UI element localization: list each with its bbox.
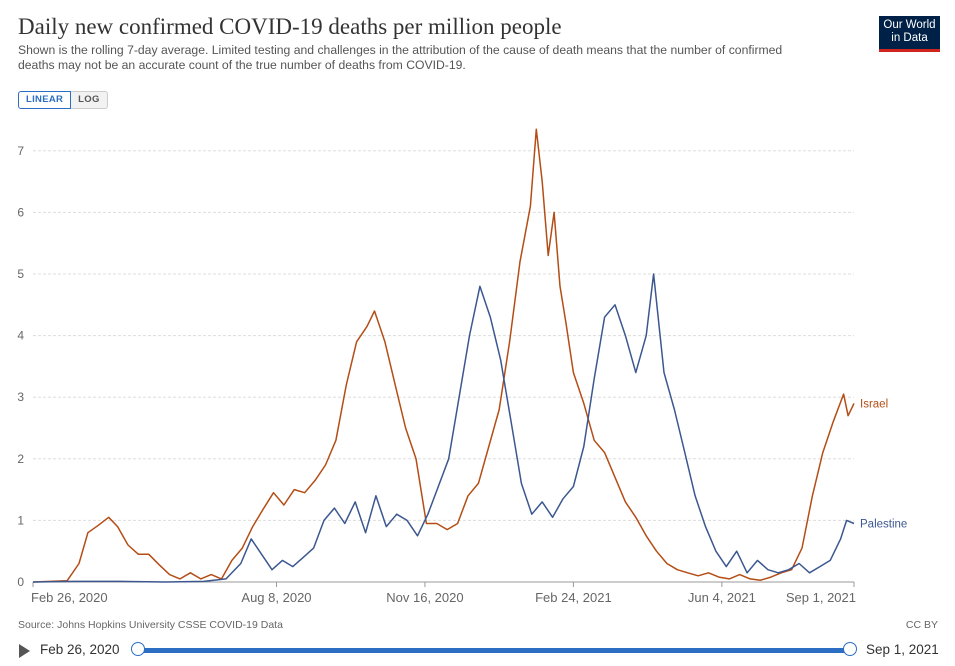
owid-logo[interactable]: Our World in Data: [879, 16, 940, 52]
chart-subtitle: Shown is the rolling 7-day average. Limi…: [18, 43, 783, 72]
logo-line-1: Our World: [883, 19, 936, 31]
x-axis-ticks: Feb 26, 2020 Aug 8, 2020 Nov 16, 2020 Feb 2…: [31, 582, 856, 605]
y-tick-label: 6: [17, 205, 24, 219]
x-tick-label: Jun 4, 2021: [688, 590, 756, 605]
y-tick-label: 4: [17, 329, 24, 343]
timeline-end-label: Sep 1, 2021: [866, 642, 939, 657]
series-label-israel[interactable]: Israel: [860, 398, 888, 410]
source-note[interactable]: Source: Johns Hopkins University CSSE CO…: [18, 619, 283, 631]
timeline-track[interactable]: [137, 648, 852, 653]
timeline-start-label: Feb 26, 2020: [40, 642, 120, 657]
y-tick-label: 7: [17, 144, 24, 158]
play-icon[interactable]: [19, 644, 30, 658]
linear-scale-button[interactable]: LINEAR: [18, 91, 72, 109]
x-tick-label: Feb 24, 2021: [535, 590, 612, 605]
scale-toggle: LINEAR LOG: [18, 91, 108, 109]
x-tick-label: Nov 16, 2020: [386, 590, 463, 605]
x-tick-label: Feb 26, 2020: [31, 590, 108, 605]
y-tick-label: 5: [17, 267, 24, 281]
log-scale-button[interactable]: LOG: [71, 91, 108, 109]
y-tick-label: 3: [17, 390, 24, 404]
timeline-end-handle[interactable]: [843, 642, 857, 656]
series-labels: Israel Palestine: [860, 398, 907, 530]
x-tick-label: Sep 1, 2021: [786, 590, 856, 605]
y-tick-label: 1: [17, 513, 24, 527]
series-lines: [32, 128, 855, 583]
chart-title: Daily new confirmed COVID-19 deaths per …: [18, 14, 562, 39]
logo-line-2: in Data: [891, 32, 928, 44]
series-line-palestine[interactable]: [32, 273, 855, 583]
timeline: Feb 26, 2020 Sep 1, 2021: [0, 638, 955, 662]
y-axis-ticks: 0 1 2 3 4 5 6 7: [17, 144, 24, 589]
series-label-palestine[interactable]: Palestine: [860, 518, 907, 530]
gridlines: [33, 150, 854, 583]
y-tick-label: 2: [17, 452, 24, 466]
series-line-israel[interactable]: [32, 128, 855, 583]
y-tick-label: 0: [17, 575, 24, 589]
license-link[interactable]: CC BY: [905, 619, 938, 631]
timeline-start-handle[interactable]: [131, 642, 145, 656]
x-tick-label: Aug 8, 2020: [241, 590, 311, 605]
